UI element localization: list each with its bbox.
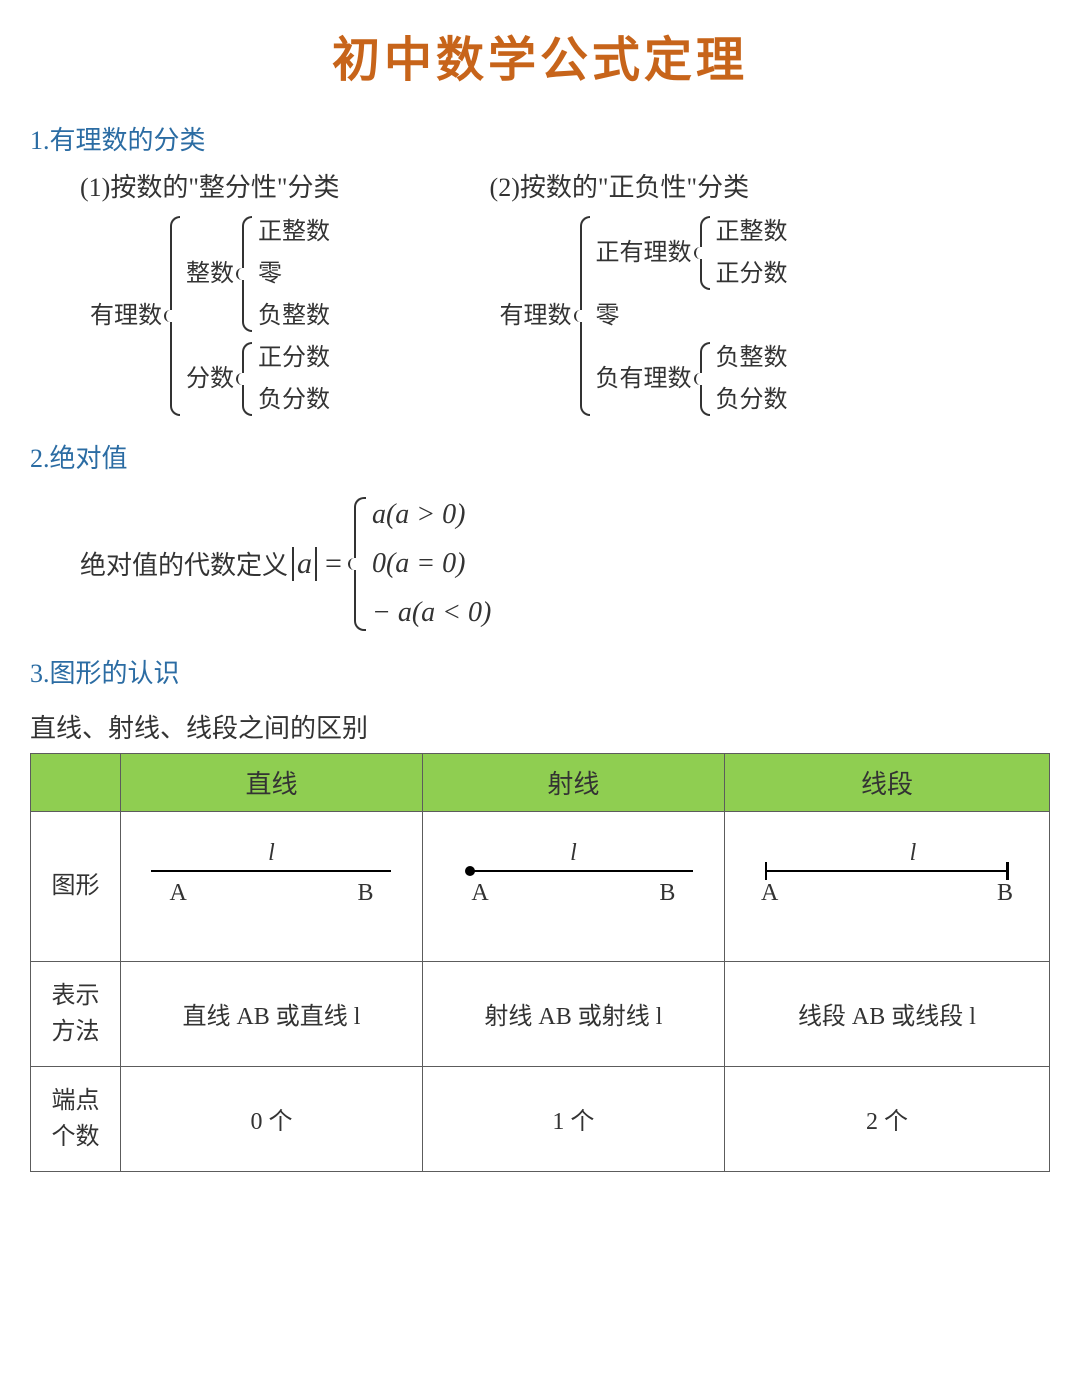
endpoint-tick-icon <box>765 862 768 880</box>
part2-label: (2)按数的"正负性"分类 <box>490 167 788 204</box>
leaf: 正整数 <box>258 214 330 250</box>
leaf: 零 <box>258 256 330 292</box>
abs-case: a(a > 0) <box>372 495 491 534</box>
label-B: B <box>997 880 1013 907</box>
line-icon <box>151 870 391 872</box>
brace-icon <box>238 340 252 418</box>
abs-def-label: 绝对值的代数定义 <box>80 545 288 582</box>
equals-sign: = <box>317 547 350 581</box>
label-B: B <box>357 880 373 907</box>
part2-g1-name: 正有理数 <box>596 235 696 271</box>
section-1-content: (1)按数的"整分性"分类 有理数 整数 正整数 零 负整数 分数 <box>30 167 1050 418</box>
abs-case: − a(a < 0) <box>372 593 491 632</box>
part1-label: (1)按数的"整分性"分类 <box>80 167 340 204</box>
table-row-endpoints: 端点 个数 0 个 1 个 2 个 <box>31 1066 1050 1171</box>
leaf: 负分数 <box>258 382 330 418</box>
endpoint-dot-icon <box>465 866 475 876</box>
table-header-row: 直线 射线 线段 <box>31 753 1050 811</box>
geometry-table: 直线 射线 线段 图形 l A B l A B l <box>30 753 1050 1172</box>
classification-by-integrality: (1)按数的"整分性"分类 有理数 整数 正整数 零 负整数 分数 <box>80 167 340 418</box>
brace-icon <box>350 495 366 633</box>
label-l: l <box>268 840 275 867</box>
section-3-heading: 3.图形的认识 <box>30 653 1050 690</box>
part1-root: 有理数 <box>90 298 166 334</box>
notation-line: 直线 AB 或直线 l <box>121 961 423 1066</box>
part2-root: 有理数 <box>500 298 576 334</box>
brace-icon <box>576 214 590 418</box>
leaf: 负分数 <box>716 382 788 418</box>
label-l: l <box>570 840 577 867</box>
figure-line: l A B <box>121 811 423 961</box>
section-1-heading: 1.有理数的分类 <box>30 120 1050 157</box>
row-label-figure: 图形 <box>31 811 121 961</box>
label-A: A <box>471 880 488 907</box>
brace-icon <box>696 214 710 292</box>
leaf: 正整数 <box>716 214 788 250</box>
section-3-caption: 直线、射线、线段之间的区别 <box>30 708 1050 745</box>
col-line: 直线 <box>121 753 423 811</box>
absolute-value-definition: 绝对值的代数定义 a = a(a > 0) 0(a = 0) − a(a < 0… <box>30 495 1050 633</box>
part2-zero: 零 <box>596 298 788 334</box>
line-icon <box>469 870 693 872</box>
table-row-figure: 图形 l A B l A B l A <box>31 811 1050 961</box>
notation-ray: 射线 AB 或射线 l <box>422 961 724 1066</box>
leaf: 负整数 <box>258 298 330 334</box>
label-A: A <box>761 880 778 907</box>
page-title: 初中数学公式定理 <box>30 20 1050 90</box>
label-l: l <box>910 840 917 867</box>
brace-icon <box>696 340 710 418</box>
brace-icon <box>166 214 180 418</box>
endpoints-ray: 1 个 <box>422 1066 724 1171</box>
row-label-notation: 表示 方法 <box>31 961 121 1066</box>
figure-segment: l A B <box>724 811 1049 961</box>
col-blank <box>31 753 121 811</box>
part1-g1-name: 整数 <box>186 256 238 292</box>
endpoints-segment: 2 个 <box>724 1066 1049 1171</box>
col-ray: 射线 <box>422 753 724 811</box>
classification-by-sign: (2)按数的"正负性"分类 有理数 正有理数 正整数 正分数 零 负有理数 <box>490 167 788 418</box>
part1-g2-name: 分数 <box>186 361 238 397</box>
endpoint-tick-icon <box>1006 862 1009 880</box>
leaf: 正分数 <box>716 256 788 292</box>
label-A: A <box>169 880 186 907</box>
label-B: B <box>659 880 675 907</box>
col-segment: 线段 <box>724 753 1049 811</box>
endpoints-line: 0 个 <box>121 1066 423 1171</box>
section-2-heading: 2.绝对值 <box>30 438 1050 475</box>
leaf: 正分数 <box>258 340 330 376</box>
part2-g2-name: 负有理数 <box>596 361 696 397</box>
abs-var: a <box>292 547 317 581</box>
table-row-notation: 表示 方法 直线 AB 或直线 l 射线 AB 或射线 l 线段 AB 或线段 … <box>31 961 1050 1066</box>
figure-ray: l A B <box>422 811 724 961</box>
notation-segment: 线段 AB 或线段 l <box>724 961 1049 1066</box>
brace-icon <box>238 214 252 334</box>
row-label-endpoints: 端点 个数 <box>31 1066 121 1171</box>
leaf: 负整数 <box>716 340 788 376</box>
line-icon <box>765 870 1009 872</box>
abs-case: 0(a = 0) <box>372 544 491 583</box>
